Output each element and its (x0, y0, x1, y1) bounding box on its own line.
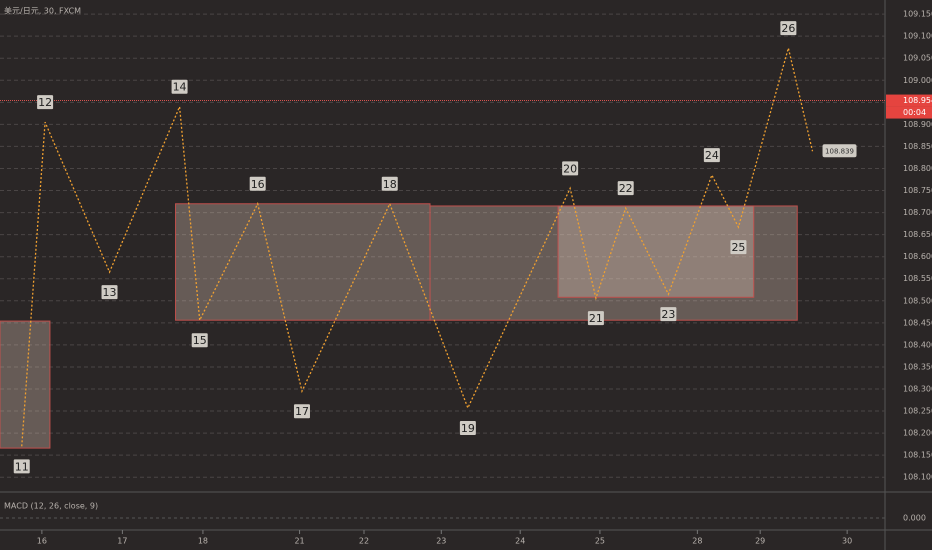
pivot-label-bg (37, 95, 54, 110)
pivot-label-bg (617, 181, 634, 196)
last-price-label: 108.839 (825, 147, 854, 155)
y-tick-label: 108.850 (903, 142, 932, 151)
y-tick-label: 108.900 (903, 120, 932, 129)
zone (175, 203, 431, 321)
y-tick-label: 108.450 (903, 318, 932, 327)
y-tick-label: 108.800 (903, 164, 932, 173)
pivot-label: 25 (731, 241, 745, 254)
pivot-label-bg (780, 21, 797, 36)
x-tick-label: 30 (842, 537, 852, 546)
pivot-label-bg (587, 311, 604, 326)
pivot-label-bg (171, 79, 188, 94)
pivot-label: 22 (619, 182, 633, 195)
y-tick-label: 108.500 (903, 296, 932, 305)
x-tick-label: 28 (692, 537, 702, 546)
pivot-label-bg (293, 404, 310, 419)
pivot-label-bg (13, 459, 30, 474)
y-tick-label: 109.150 (903, 10, 932, 19)
x-tick-label: 17 (117, 537, 127, 546)
pivot-label: 14 (173, 81, 187, 94)
current-price-tag (886, 94, 932, 107)
y-tick-label: 108.150 (903, 451, 932, 460)
countdown-tag (886, 106, 932, 119)
pivot-label-bg (660, 307, 677, 322)
zone (429, 205, 798, 321)
pivot-label-bg (191, 333, 208, 348)
pivot-label: 17 (295, 405, 309, 418)
last-price-tag (822, 144, 857, 158)
y-tick-label: 109.050 (903, 54, 932, 63)
y-tick-label: 109.100 (903, 32, 932, 41)
pivot-label: 11 (15, 460, 29, 473)
x-tick-label: 21 (294, 537, 304, 546)
pivot-label-bg (730, 240, 747, 255)
pivot-label-bg (381, 176, 398, 191)
zone (0, 320, 51, 449)
y-tick-label: 108.350 (903, 362, 932, 371)
y-tick-label: 108.100 (903, 473, 932, 482)
y-tick-label: 108.550 (903, 274, 932, 283)
pivot-label: 26 (781, 22, 795, 35)
x-tick-label: 24 (515, 537, 525, 546)
pivot-label-bg (562, 161, 579, 176)
pivot-label: 21 (589, 312, 603, 325)
pivot-label: 16 (251, 178, 265, 191)
pivot-label-bg (101, 285, 118, 300)
y-tick-label: 108.700 (903, 208, 932, 217)
zone (557, 205, 755, 298)
pivot-label: 24 (705, 149, 719, 162)
pivot-label: 20 (563, 162, 577, 175)
pivot-label: 12 (38, 96, 52, 109)
x-tick-label: 29 (755, 537, 765, 546)
macd-tick-label: 0.000 (903, 514, 926, 523)
y-tick-label: 108.250 (903, 407, 932, 416)
x-tick-label: 23 (436, 537, 446, 546)
pivot-label: 18 (383, 178, 397, 191)
x-tick-label: 16 (37, 537, 47, 546)
y-tick-label: 108.750 (903, 186, 932, 195)
chart-title: 美元/日元, 30, FXCM (4, 6, 81, 16)
pivot-label: 15 (193, 334, 207, 347)
macd-title: MACD (12, 26, close, 9) (4, 502, 98, 511)
pivot-label-bg (703, 148, 720, 163)
current-price-label: 108.954 (903, 96, 932, 105)
y-tick-label: 108.300 (903, 385, 932, 394)
countdown-label: 00:04 (903, 108, 926, 117)
x-tick-label: 22 (359, 537, 369, 546)
y-tick-label: 108.200 (903, 429, 932, 438)
y-tick-label: 109.000 (903, 76, 932, 85)
x-tick-label: 25 (595, 537, 605, 546)
x-tick-label: 18 (198, 537, 208, 546)
y-tick-label: 108.650 (903, 230, 932, 239)
pivot-label-bg (249, 176, 266, 191)
pivot-label-bg (459, 420, 476, 435)
pivot-label: 23 (661, 308, 675, 321)
pivot-label: 19 (461, 422, 475, 435)
y-tick-label: 108.400 (903, 340, 932, 349)
y-tick-label: 108.600 (903, 252, 932, 261)
pivot-label: 13 (103, 286, 117, 299)
